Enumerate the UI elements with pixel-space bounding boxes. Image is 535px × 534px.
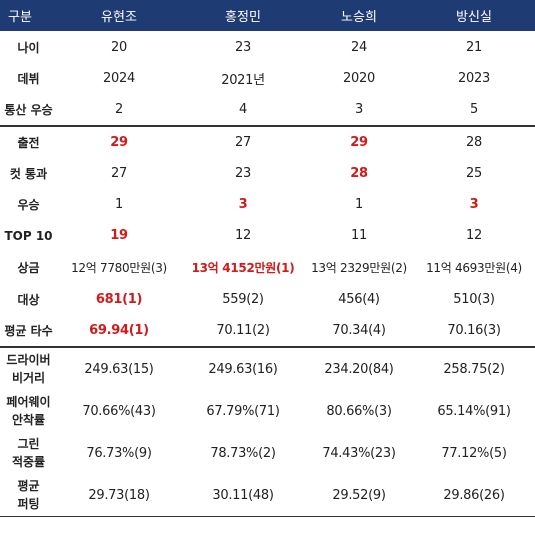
table-cell: 20 [111, 40, 127, 55]
table-cell: 29 [110, 135, 128, 150]
table-cell: 74.43%(23) [322, 445, 396, 461]
row-label: 페어웨이 안착률 [6, 395, 51, 427]
table-cell: 12 [466, 228, 482, 243]
table-cell: 78.73%(2) [210, 445, 276, 461]
table-row: 상금 12억 7780만원(3) 13억 4152만원(1) 13억 2329만원(2… [0, 251, 535, 284]
table-cell: 23 [235, 40, 251, 55]
table-cell: 2021년 [221, 73, 265, 88]
table-cell: 25 [466, 166, 482, 181]
table-cell: 234.20(84) [324, 361, 394, 377]
table-cell: 249.63(15) [84, 361, 154, 377]
table-cell: 1 [115, 197, 123, 212]
table-cell: 70.16(3) [413, 315, 535, 348]
table-cell: 456(4) [338, 292, 380, 307]
table-cell: 4 [181, 94, 305, 127]
row-label: 드라이버 비거리 [6, 353, 51, 385]
row-label: TOP 10 [4, 228, 53, 243]
table-cell: 80.66%(3) [326, 403, 392, 419]
table-cell: 67.79%(71) [206, 403, 280, 419]
table-cell: 2024 [103, 71, 135, 86]
table-cell: 30.11(48) [181, 474, 305, 517]
table-row: 대상 681(1) 559(2) 456(4) 510(3) [0, 284, 535, 315]
header-category: 구분 [0, 0, 57, 31]
table-cell: 21 [466, 40, 482, 55]
row-label: 통산 우승 [0, 94, 57, 127]
table-cell: 69.94(1) [57, 315, 181, 348]
table-cell: 77.12%(5) [441, 445, 507, 461]
table-cell: 5 [413, 94, 535, 127]
table-cell: 19 [110, 228, 128, 243]
header-player-4: 방신실 [413, 0, 535, 31]
table-cell: 11 [351, 228, 367, 243]
table-cell: 681(1) [95, 292, 143, 307]
table-cell: 13억 2329만원(2) [311, 261, 407, 275]
row-label: 대상 [17, 293, 40, 307]
stats-table: 구분 유현조 홍정민 노승희 방신실 나이 20 23 24 21 데뷔 2024 2021년… [0, 0, 535, 517]
table-row: 평균 퍼팅 29.73(18) 30.11(48) 29.52(9) 29.86(26) [0, 474, 535, 517]
row-label: 상금 [17, 261, 40, 275]
table-row: 데뷔 2024 2021년 2020 2023 [0, 63, 535, 94]
table-cell: 258.75(2) [443, 361, 505, 377]
table-cell: 23 [235, 166, 251, 181]
table-cell: 249.63(16) [208, 361, 278, 377]
table-row: 우승 1 3 1 3 [0, 189, 535, 220]
table-body: 나이 20 23 24 21 데뷔 2024 2021년 2020 2023 통산 우승 2 4 3 5 출전… [0, 31, 535, 517]
table-cell: 3 [469, 197, 479, 212]
header-row: 구분 유현조 홍정민 노승희 방신실 [0, 0, 535, 31]
table-cell: 12 [235, 228, 251, 243]
table-cell: 510(3) [453, 292, 495, 307]
table-row: 페어웨이 안착률 70.66%(43) 67.79%(71) 80.66%(3) 65.… [0, 390, 535, 432]
table-cell: 70.66%(43) [82, 403, 156, 419]
table-cell: 70.11(2) [181, 315, 305, 348]
row-label: 평균 타수 [0, 315, 57, 348]
table-row: 컷 통과 27 23 28 25 [0, 158, 535, 189]
row-label: 나이 [17, 41, 40, 55]
table-cell: 27 [111, 166, 127, 181]
table-cell: 29.73(18) [57, 474, 181, 517]
table-cell: 27 [235, 135, 251, 150]
table-cell: 12억 7780만원(3) [71, 261, 167, 275]
row-label: 평균 퍼팅 [0, 474, 57, 517]
row-label: 우승 [17, 198, 40, 212]
table-cell: 2 [57, 94, 181, 127]
table-cell: 2023 [458, 71, 490, 86]
table-cell: 28 [466, 135, 482, 150]
table-cell: 65.14%(91) [437, 403, 511, 419]
table-cell: 3 [305, 94, 413, 127]
table-cell: 28 [350, 166, 368, 181]
table-row: TOP 10 19 12 11 12 [0, 220, 535, 251]
header-player-3: 노승희 [305, 0, 413, 31]
table-cell: 1 [355, 197, 363, 212]
table-cell: 559(2) [222, 292, 264, 307]
table-row: 통산 우승 2 4 3 5 [0, 94, 535, 127]
table-row: 평균 타수 69.94(1) 70.11(2) 70.34(4) 70.16(3) [0, 315, 535, 348]
table-cell: 11억 4693만원(4) [426, 261, 522, 275]
row-label: 데뷔 [17, 72, 40, 86]
row-label: 출전 [17, 136, 40, 150]
table-cell: 13억 4152만원(1) [191, 261, 295, 275]
table-row: 그린 적중률 76.73%(9) 78.73%(2) 74.43%(23) 77.12%… [0, 432, 535, 474]
table-cell: 70.34(4) [305, 315, 413, 348]
table-row: 출전 29 27 29 28 [0, 126, 535, 158]
table-cell: 29 [350, 135, 368, 150]
table-cell: 3 [238, 197, 248, 212]
table-cell: 29.52(9) [305, 474, 413, 517]
table-cell: 24 [351, 40, 367, 55]
header-player-1: 유현조 [57, 0, 181, 31]
table-cell: 76.73%(9) [86, 445, 152, 461]
row-label: 그린 적중률 [11, 437, 46, 469]
table-cell: 2020 [343, 71, 375, 86]
table-row: 드라이버 비거리 249.63(15) 249.63(16) 234.20(84) 25… [0, 347, 535, 390]
row-label: 컷 통과 [9, 167, 48, 181]
header-player-2: 홍정민 [181, 0, 305, 31]
table-cell: 29.86(26) [413, 474, 535, 517]
table-row: 나이 20 23 24 21 [0, 31, 535, 63]
